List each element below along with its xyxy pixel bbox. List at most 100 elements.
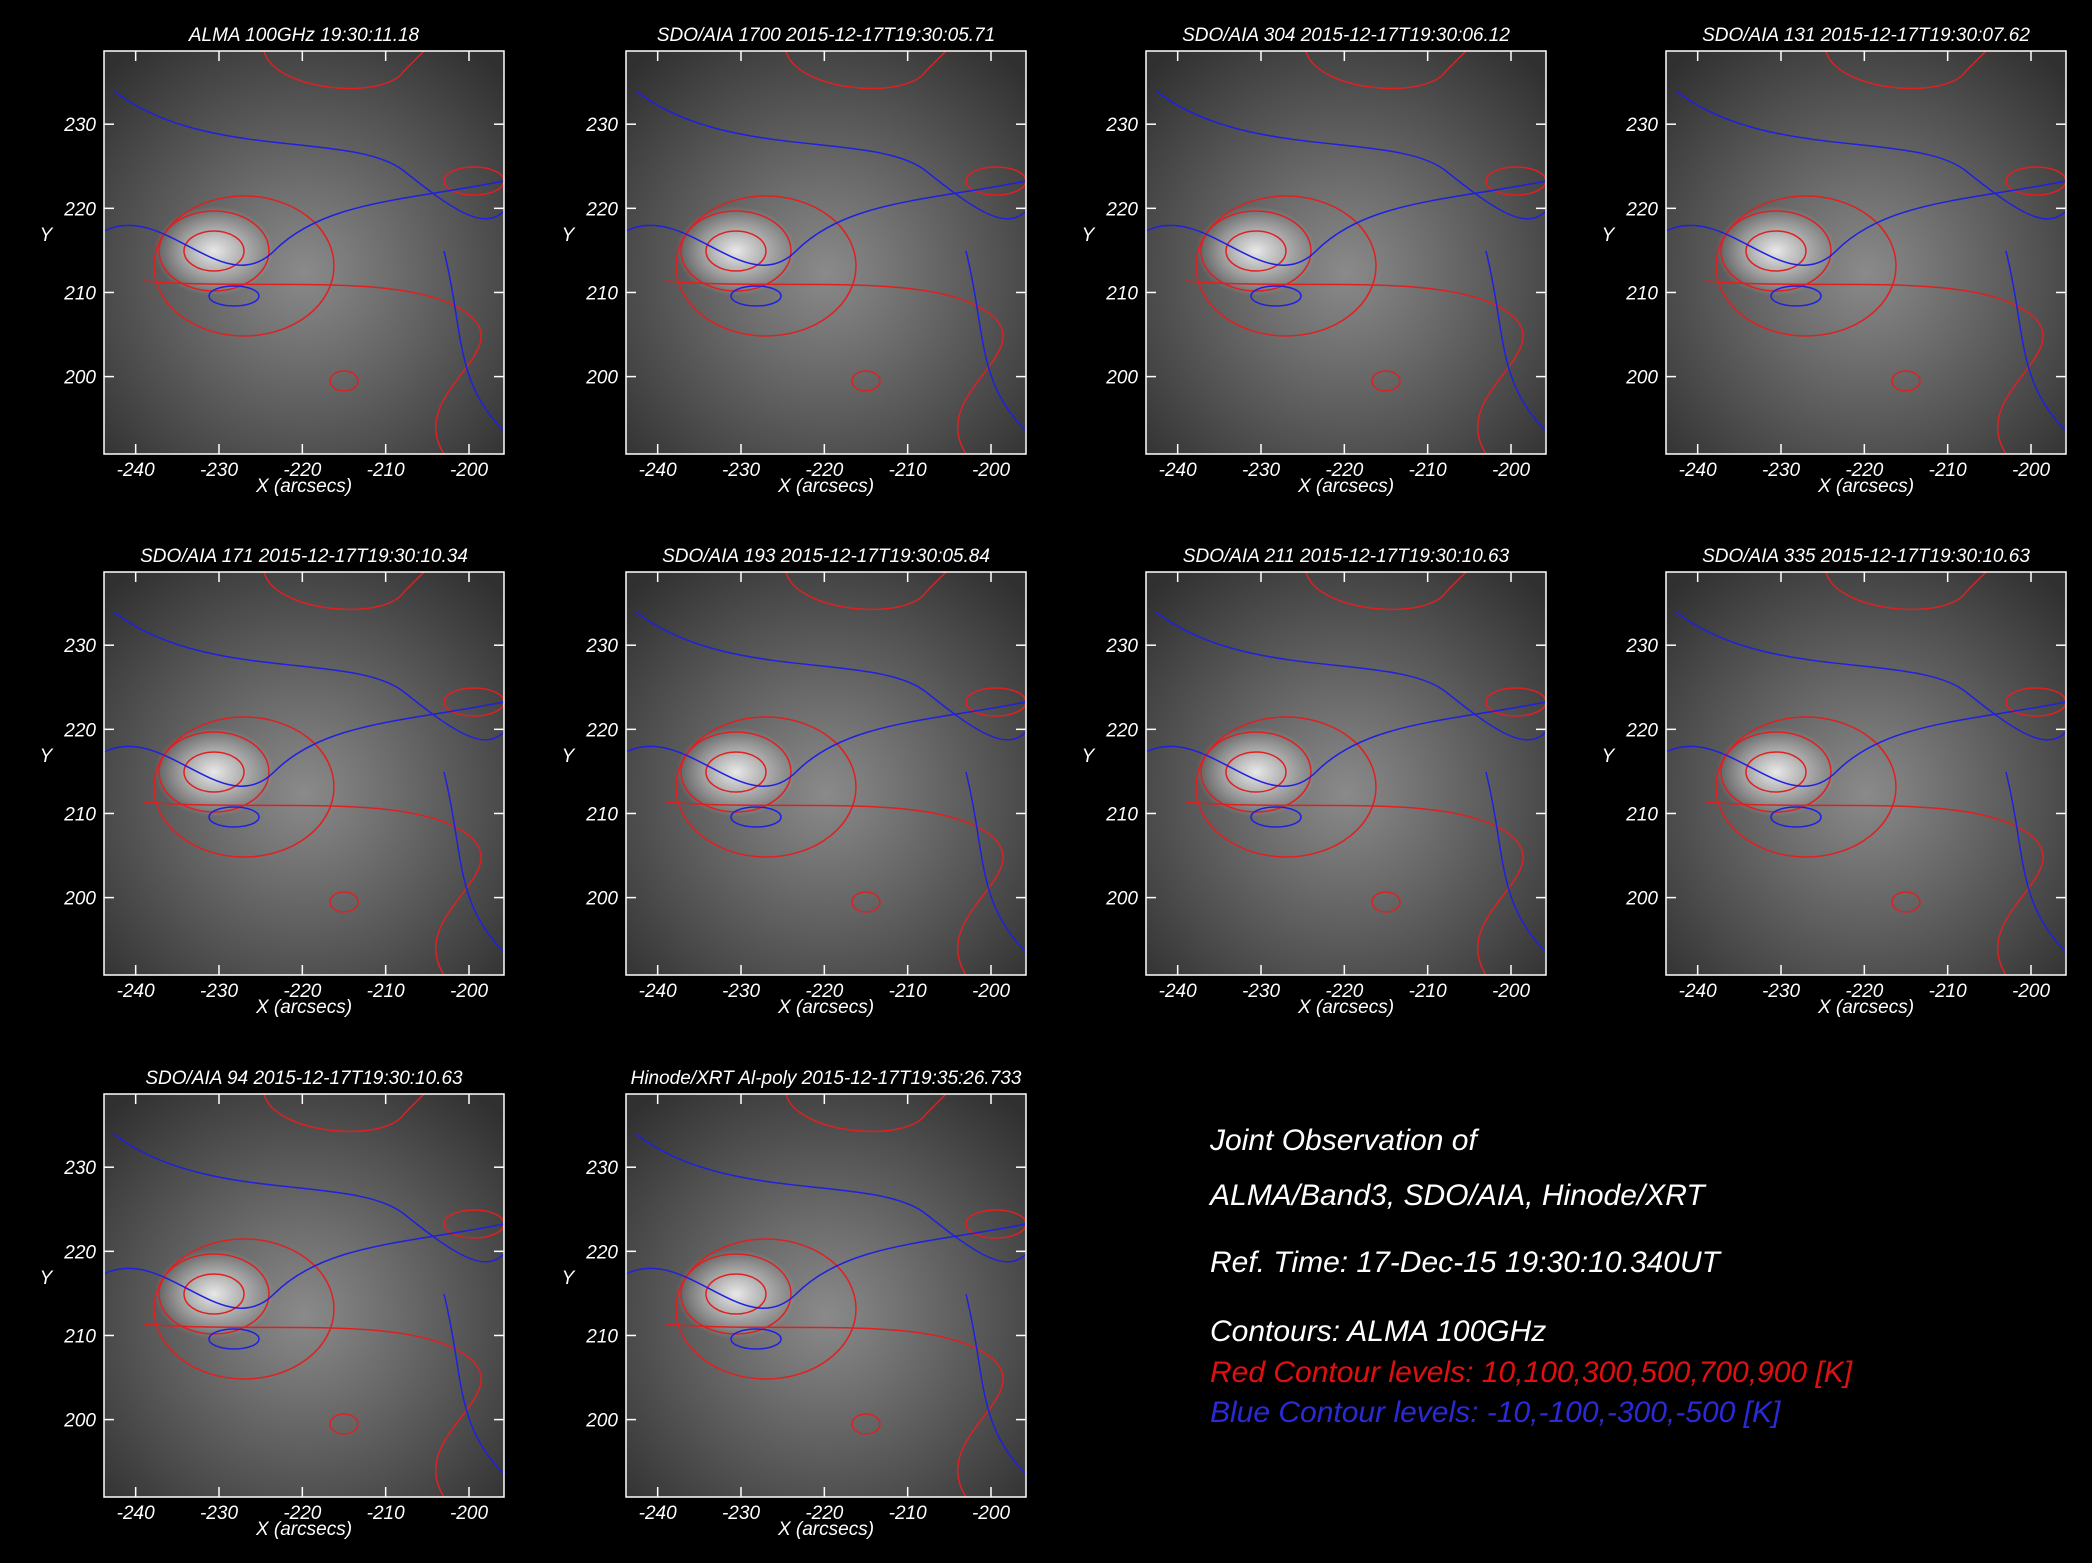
note-line: Joint Observation of xyxy=(1209,1124,1479,1157)
y-tick-label: 210 xyxy=(63,1326,96,1347)
x-tick-label: -240 xyxy=(117,460,155,481)
y-tick-label: 220 xyxy=(63,199,96,220)
panel-title: SDO/AIA 171 2015-12-17T19:30:10.34 xyxy=(140,546,468,567)
panel-title: SDO/AIA 335 2015-12-17T19:30:10.63 xyxy=(1702,546,2030,567)
y-tick-label: 200 xyxy=(1625,368,1658,389)
y-axis-label: Y xyxy=(562,1268,576,1289)
figure: -240-230-220-210-200200210220230ALMA 100… xyxy=(0,0,2092,1563)
panel-title: ALMA 100GHz 19:30:11.18 xyxy=(188,25,420,46)
y-tick-label: 200 xyxy=(585,368,618,389)
x-axis-label: X (arcsecs) xyxy=(777,476,874,497)
x-tick-label: -210 xyxy=(889,1503,927,1524)
y-tick-label: 210 xyxy=(585,283,618,304)
y-tick-label: 200 xyxy=(63,889,96,910)
x-tick-label: -200 xyxy=(972,981,1010,1002)
x-tick-label: -210 xyxy=(889,981,927,1002)
y-tick-label: 200 xyxy=(63,368,96,389)
x-tick-label: -230 xyxy=(200,1503,238,1524)
y-tick-label: 230 xyxy=(1625,636,1658,657)
x-tick-label: -240 xyxy=(117,981,155,1002)
y-tick-label: 200 xyxy=(585,1411,618,1432)
x-tick-label: -240 xyxy=(639,1503,677,1524)
x-tick-label: -240 xyxy=(1679,981,1717,1002)
y-axis-label: Y xyxy=(40,225,54,246)
x-tick-label: -200 xyxy=(1492,460,1530,481)
x-tick-label: -230 xyxy=(200,460,238,481)
x-tick-label: -210 xyxy=(1929,460,1967,481)
y-tick-label: 220 xyxy=(1105,199,1138,220)
x-tick-label: -230 xyxy=(1762,460,1800,481)
x-axis-label: X (arcsecs) xyxy=(255,1519,352,1540)
y-tick-label: 230 xyxy=(1625,115,1658,136)
x-axis-label: X (arcsecs) xyxy=(255,476,352,497)
panel-title: SDO/AIA 1700 2015-12-17T19:30:05.71 xyxy=(657,25,995,46)
x-tick-label: -200 xyxy=(450,460,488,481)
y-tick-label: 210 xyxy=(63,283,96,304)
y-tick-label: 230 xyxy=(585,1158,618,1179)
y-tick-label: 200 xyxy=(1105,889,1138,910)
y-axis-label: Y xyxy=(1602,746,1616,767)
x-tick-label: -240 xyxy=(1679,460,1717,481)
x-tick-label: -240 xyxy=(639,981,677,1002)
y-tick-label: 200 xyxy=(1105,368,1138,389)
x-tick-label: -230 xyxy=(200,981,238,1002)
note-line: ALMA/Band3, SDO/AIA, Hinode/XRT xyxy=(1208,1179,1707,1212)
y-axis-label: Y xyxy=(1082,746,1096,767)
x-tick-label: -230 xyxy=(1242,460,1280,481)
y-tick-label: 230 xyxy=(1105,115,1138,136)
x-axis-label: X (arcsecs) xyxy=(777,1519,874,1540)
x-tick-label: -240 xyxy=(1159,981,1197,1002)
x-tick-label: -210 xyxy=(367,1503,405,1524)
x-tick-label: -240 xyxy=(117,1503,155,1524)
y-axis-label: Y xyxy=(1082,225,1096,246)
y-tick-label: 220 xyxy=(63,1242,96,1263)
y-tick-label: 210 xyxy=(585,1326,618,1347)
y-tick-label: 210 xyxy=(585,804,618,825)
y-tick-label: 220 xyxy=(1105,720,1138,741)
y-tick-label: 230 xyxy=(585,636,618,657)
x-tick-label: -210 xyxy=(1409,981,1447,1002)
x-tick-label: -200 xyxy=(2012,460,2050,481)
y-tick-label: 210 xyxy=(1625,804,1658,825)
x-tick-label: -200 xyxy=(1492,981,1530,1002)
y-tick-label: 230 xyxy=(63,636,96,657)
panel-title: SDO/AIA 131 2015-12-17T19:30:07.62 xyxy=(1702,25,2030,46)
panel-title: SDO/AIA 304 2015-12-17T19:30:06.12 xyxy=(1182,25,1510,46)
x-tick-label: -210 xyxy=(367,460,405,481)
y-tick-label: 200 xyxy=(63,1411,96,1432)
y-tick-label: 220 xyxy=(585,199,618,220)
y-tick-label: 230 xyxy=(1105,636,1138,657)
x-tick-label: -210 xyxy=(889,460,927,481)
y-tick-label: 200 xyxy=(585,889,618,910)
y-tick-label: 210 xyxy=(1105,283,1138,304)
x-tick-label: -200 xyxy=(450,1503,488,1524)
panel-title: SDO/AIA 193 2015-12-17T19:30:05.84 xyxy=(662,546,990,567)
panel-title: Hinode/XRT Al-poly 2015-12-17T19:35:26.7… xyxy=(631,1068,1022,1089)
y-axis-label: Y xyxy=(562,746,576,767)
y-axis-label: Y xyxy=(1602,225,1616,246)
panel-title: SDO/AIA 211 2015-12-17T19:30:10.63 xyxy=(1183,546,1510,567)
note-line: Red Contour levels: 10,100,300,500,700,9… xyxy=(1210,1356,1853,1389)
y-tick-label: 200 xyxy=(1625,889,1658,910)
x-axis-label: X (arcsecs) xyxy=(1297,997,1394,1018)
x-tick-label: -200 xyxy=(450,981,488,1002)
x-axis-label: X (arcsecs) xyxy=(1817,476,1914,497)
x-tick-label: -210 xyxy=(1409,460,1447,481)
y-tick-label: 220 xyxy=(1625,720,1658,741)
note-line: Blue Contour levels: -10,-100,-300,-500 … xyxy=(1210,1396,1781,1429)
x-axis-label: X (arcsecs) xyxy=(1817,997,1914,1018)
y-tick-label: 230 xyxy=(585,115,618,136)
x-axis-label: X (arcsecs) xyxy=(777,997,874,1018)
note-line: Ref. Time: 17-Dec-15 19:30:10.340UT xyxy=(1210,1246,1723,1279)
x-tick-label: -230 xyxy=(1242,981,1280,1002)
x-tick-label: -230 xyxy=(722,1503,760,1524)
y-tick-label: 220 xyxy=(585,1242,618,1263)
y-tick-label: 220 xyxy=(63,720,96,741)
x-tick-label: -210 xyxy=(367,981,405,1002)
x-tick-label: -240 xyxy=(639,460,677,481)
y-tick-label: 210 xyxy=(1105,804,1138,825)
x-tick-label: -230 xyxy=(722,981,760,1002)
y-tick-label: 230 xyxy=(63,1158,96,1179)
y-tick-label: 220 xyxy=(1625,199,1658,220)
x-tick-label: -240 xyxy=(1159,460,1197,481)
